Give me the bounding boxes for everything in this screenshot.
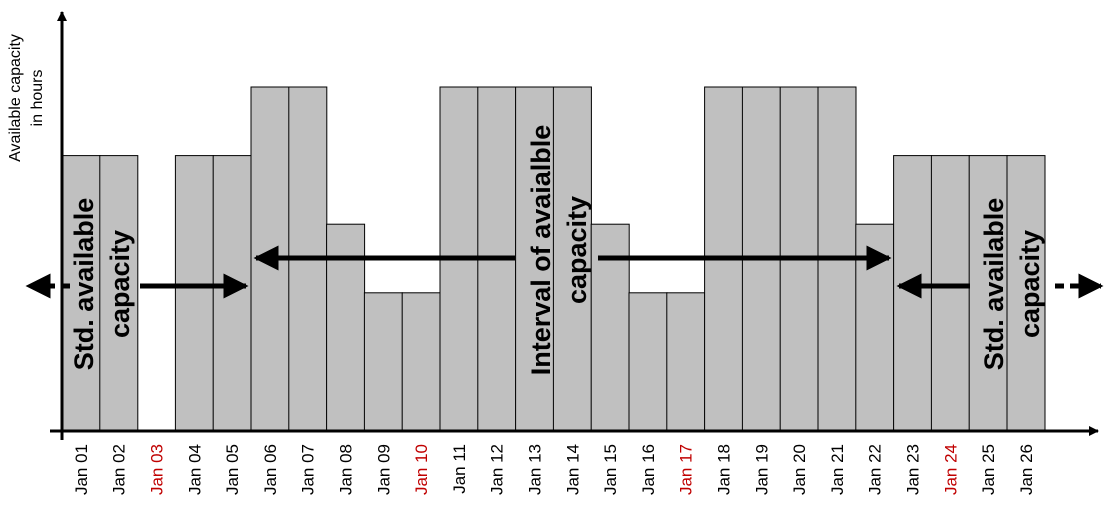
annotation-right-line1: Std. available bbox=[979, 198, 1009, 371]
annotation-arrows bbox=[25, 245, 1104, 299]
bar-jan-10 bbox=[401, 292, 441, 431]
bar-jan-01 bbox=[61, 155, 101, 431]
x-tick-label: Jan 24 bbox=[941, 444, 960, 495]
x-tick-label: Jan 18 bbox=[715, 444, 734, 495]
x-tick-label: Jan 17 bbox=[677, 444, 696, 495]
bar-jan-24 bbox=[930, 155, 970, 431]
x-tick-label: Jan 20 bbox=[790, 444, 809, 495]
x-tick-label: Jan 04 bbox=[185, 444, 204, 495]
x-tick-label: Jan 22 bbox=[866, 444, 885, 495]
annotation-left-line2: capacity bbox=[105, 230, 135, 338]
x-tick-label: Jan 13 bbox=[526, 444, 545, 495]
x-tick-label: Jan 03 bbox=[148, 444, 167, 495]
bar-jan-22 bbox=[855, 223, 895, 431]
bar-jan-15 bbox=[590, 223, 630, 431]
annotation-middle-line2: capacity bbox=[562, 196, 592, 304]
x-tick-label: Jan 05 bbox=[223, 444, 242, 495]
bar-jan-16 bbox=[628, 292, 668, 431]
x-tick-label: Jan 08 bbox=[337, 444, 356, 495]
bar-jan-08 bbox=[326, 223, 366, 431]
x-tick-label: Jan 09 bbox=[374, 444, 393, 495]
annotation-middle-line1: Interval of avaialble bbox=[526, 125, 556, 376]
bar-jan-26 bbox=[1006, 155, 1046, 431]
bar-jan-17 bbox=[666, 292, 706, 431]
x-tick-label: Jan 26 bbox=[1017, 444, 1036, 495]
x-tick-label: Jan 07 bbox=[299, 444, 318, 495]
y-axis-label-line2: in hours bbox=[29, 70, 46, 127]
x-tick-label: Jan 12 bbox=[488, 444, 507, 495]
x-tick-label: Jan 19 bbox=[752, 444, 771, 495]
x-tick-label: Jan 01 bbox=[72, 444, 91, 495]
x-tick-label: Jan 10 bbox=[412, 444, 431, 495]
bar-jan-05 bbox=[212, 155, 252, 431]
x-tick-label: Jan 06 bbox=[261, 444, 280, 495]
x-tick-label: Jan 14 bbox=[563, 444, 582, 495]
bar-jan-04 bbox=[174, 155, 214, 431]
x-tick-label: Jan 11 bbox=[450, 444, 469, 494]
x-tick-label: Jan 15 bbox=[601, 444, 620, 495]
annotation-right-line2: capacity bbox=[1015, 230, 1045, 338]
x-tick-label: Jan 16 bbox=[639, 444, 658, 495]
bar-jan-02 bbox=[99, 155, 139, 431]
x-tick-label: Jan 23 bbox=[904, 444, 923, 495]
bar-jan-09 bbox=[363, 292, 403, 431]
x-tick-label: Jan 25 bbox=[979, 444, 998, 495]
bar-jan-13 bbox=[515, 86, 555, 431]
annotation-left-line1: Std. available bbox=[69, 198, 99, 371]
x-tick-label: Jan 21 bbox=[828, 444, 847, 495]
bar-jan-23 bbox=[893, 155, 933, 431]
x-tick-labels: Jan 01 Jan 02 Jan 03 Jan 04 Jan 05 Jan 06 Jan … bbox=[72, 444, 1036, 495]
y-axis-label-line1: Available capacity bbox=[7, 34, 24, 162]
x-tick-label: Jan 02 bbox=[110, 444, 129, 495]
